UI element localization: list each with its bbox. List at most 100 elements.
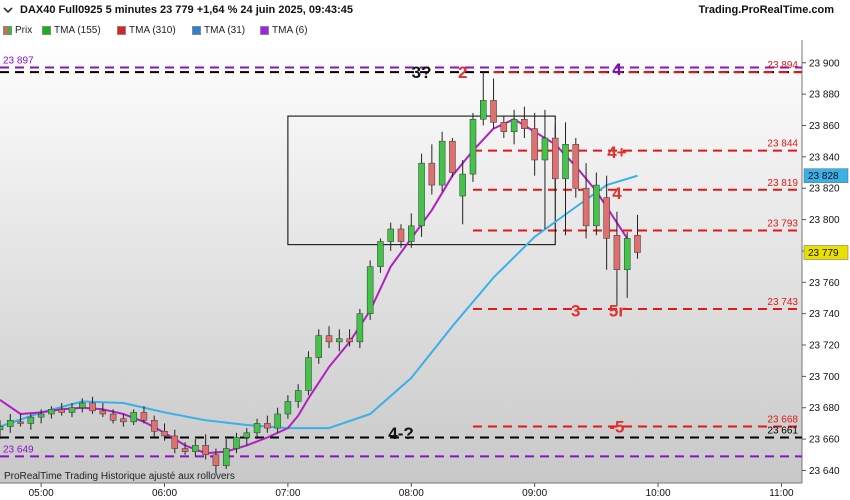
site-name[interactable]: Trading.ProRealTime.com <box>698 4 834 16</box>
candle-body <box>325 335 333 343</box>
legend-item-tma155[interactable]: TMA (155) <box>42 25 101 36</box>
level-label: 23 668 <box>767 415 798 426</box>
candle-body <box>438 140 446 186</box>
candle-body <box>305 357 312 391</box>
y-tick-label: 23 640 <box>809 466 840 477</box>
candle-body <box>140 412 148 421</box>
candle <box>212 448 220 474</box>
legend-item-prix[interactable]: Prix <box>3 25 32 36</box>
candle <box>490 78 497 129</box>
chart-title: DAX40 Full0925 5 minutes 23 779 +1,64 % … <box>20 4 353 16</box>
candle-body <box>253 423 261 434</box>
candle-body <box>521 118 528 129</box>
candle <box>130 409 137 425</box>
candle <box>387 222 394 251</box>
candle-body <box>356 313 364 343</box>
price-marker-box <box>803 245 849 260</box>
candle-body <box>120 418 127 423</box>
wave-annotations: 3? 2 4 4+ 4 3 5r 4-? -5 <box>388 60 626 443</box>
candle <box>253 418 261 440</box>
candle-body <box>150 420 158 432</box>
color-swatch-icon <box>192 26 201 35</box>
color-swatch-icon <box>117 26 126 35</box>
candle-body <box>202 445 209 456</box>
candle <box>541 109 549 229</box>
candle-body <box>510 118 518 133</box>
candle-body <box>222 448 230 467</box>
candle-body <box>459 173 466 197</box>
candle <box>202 434 209 460</box>
legend-label: TMA (155) <box>54 25 101 36</box>
candle <box>192 439 199 457</box>
candle-body <box>274 413 281 429</box>
candle <box>109 409 117 424</box>
price-marker-label: 23 779 <box>808 248 839 259</box>
y-tick-label: 23 720 <box>809 341 840 352</box>
level-label: 23 894 <box>767 60 798 71</box>
candle-body <box>192 445 199 452</box>
candle <box>500 116 508 139</box>
legend-item-tma310[interactable]: TMA (310) <box>117 25 176 36</box>
candle-body <box>68 407 76 413</box>
candle-body <box>315 335 322 358</box>
candle <box>346 329 353 347</box>
footer-note: ProRealTime Trading Historique ajusté au… <box>4 471 235 482</box>
legend-item-tma31[interactable]: TMA (31) <box>192 25 245 36</box>
candle <box>140 406 148 424</box>
candle <box>315 329 322 364</box>
candle-body <box>623 238 631 270</box>
color-swatch-icon <box>260 26 269 35</box>
level-label: 23 743 <box>767 297 798 308</box>
horizontal-levels: 23 897 23 894 23 844 23 819 23 793 23 743 23 6… <box>0 55 802 458</box>
wave-label: 4 <box>612 60 622 79</box>
candle-body <box>469 118 477 175</box>
candle <box>37 409 45 424</box>
wave-label: -5 <box>609 418 624 437</box>
candle <box>284 395 292 419</box>
candle-body <box>89 402 96 412</box>
legend-item-tma6[interactable]: TMA (6) <box>260 25 308 36</box>
candle-body <box>109 413 117 421</box>
legend: Prix TMA (155) TMA (310) TMA (31) TMA (6… <box>0 22 850 40</box>
candle <box>305 351 312 396</box>
candle <box>68 403 76 418</box>
candle-body <box>634 235 641 253</box>
candle <box>634 214 641 259</box>
y-tick-label: 23 740 <box>809 309 840 320</box>
candle-body <box>397 228 405 242</box>
candle <box>510 109 518 145</box>
candle-body <box>531 128 538 161</box>
candlesticks <box>0 72 641 474</box>
menu-icon[interactable] <box>3 5 13 15</box>
candle-body <box>171 435 179 449</box>
y-tick-label: 23 880 <box>809 90 840 101</box>
candle <box>480 72 487 126</box>
candle-body <box>37 413 45 418</box>
candle-body <box>212 454 220 467</box>
candle <box>449 138 456 178</box>
wave-label: 4 <box>612 184 622 203</box>
candle <box>593 172 600 236</box>
price-marker: 23 828 <box>803 168 849 183</box>
candle <box>27 414 35 430</box>
candle <box>264 415 271 433</box>
candle-body <box>130 412 137 423</box>
candle <box>17 414 24 427</box>
chart-header: DAX40 Full0925 5 minutes 23 779 +1,64 % … <box>0 0 850 22</box>
candle <box>99 403 107 418</box>
candle-body <box>603 197 610 239</box>
time-axis-background <box>0 483 850 500</box>
level-label: 23 649 <box>3 444 34 455</box>
x-tick-label: 11:00 <box>769 488 794 499</box>
candle <box>171 429 179 454</box>
candle <box>459 159 466 225</box>
candle-body <box>346 338 353 343</box>
price-marker: 23 779 <box>803 245 849 260</box>
candle-body <box>264 423 271 429</box>
candle <box>7 414 14 433</box>
tma6-line <box>0 118 629 455</box>
candle-body <box>243 432 251 438</box>
candle <box>181 442 189 455</box>
x-axis: 05:00 06:00 07:00 08:00 09:00 10:00 11:00 <box>29 483 794 499</box>
